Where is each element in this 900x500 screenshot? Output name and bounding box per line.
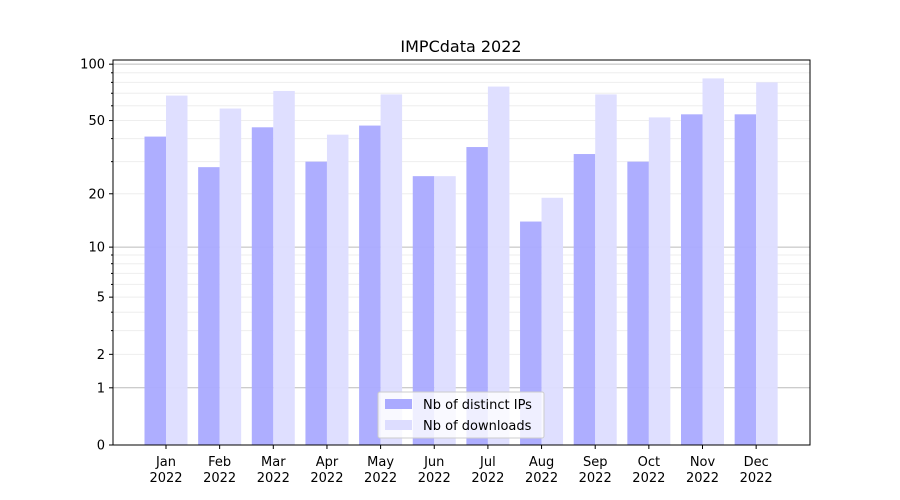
y-tick-label: 20 — [88, 187, 105, 202]
bar-ips — [681, 114, 703, 445]
x-tick-label: Feb 2022 — [203, 455, 236, 486]
x-tick-label: Sep 2022 — [579, 455, 612, 486]
plot-frame — [112, 59, 811, 446]
legend-label-downloads: Nb of downloads — [423, 419, 532, 434]
bar-downloads — [702, 78, 724, 445]
bar-ips — [573, 154, 596, 445]
bar-downloads — [380, 94, 403, 446]
bar-ips — [412, 176, 435, 445]
y-tick-label: 100 — [80, 58, 105, 73]
chart-title: IMPCdata 2022 — [400, 37, 521, 56]
bar-ips — [520, 221, 542, 445]
x-tick-label: Jul 2022 — [471, 455, 504, 486]
bar-downloads — [434, 176, 456, 445]
x-tick-label: Apr 2022 — [310, 455, 343, 486]
bar-downloads — [487, 86, 510, 445]
x-tick-label: Jan 2022 — [149, 455, 182, 486]
x-tick-label: Aug 2022 — [525, 455, 558, 486]
x-tick-label: Jun 2022 — [418, 455, 451, 486]
x-tick-label: Nov 2022 — [686, 455, 719, 486]
bar-downloads — [166, 95, 188, 445]
y-tick-label: 10 — [88, 241, 105, 256]
bar-downloads — [326, 134, 349, 445]
bar-ips — [251, 127, 274, 446]
bar-downloads — [648, 117, 671, 446]
bar-ips — [359, 125, 381, 446]
bar-ips — [305, 161, 327, 445]
bar-ips — [627, 161, 649, 445]
bar-ips — [144, 136, 166, 445]
x-tick-label: Mar 2022 — [257, 455, 290, 486]
legend-swatch-ips — [385, 399, 412, 409]
bar-downloads — [595, 94, 617, 446]
y-tick-label: 1 — [97, 381, 105, 396]
y-tick-label: 2 — [97, 348, 105, 363]
x-tick-label: Oct 2022 — [632, 455, 665, 486]
bar-ips — [466, 147, 488, 445]
legend-swatch-downloads — [385, 420, 412, 430]
bar-downloads — [541, 197, 564, 445]
bar-ips — [198, 167, 220, 445]
x-tick-label: Dec 2022 — [740, 455, 773, 486]
bar-ips — [734, 114, 757, 445]
bar-downloads — [756, 82, 778, 445]
y-tick-label: 0 — [97, 439, 105, 454]
bar-downloads — [273, 90, 295, 445]
bar-downloads — [219, 108, 242, 445]
x-tick-label: May 2022 — [364, 455, 397, 486]
legend: Nb of distinct IPs Nb of downloads — [377, 391, 545, 439]
y-tick-label: 5 — [97, 291, 105, 306]
y-tick-label: 50 — [88, 114, 105, 129]
legend-label-ips: Nb of distinct IPs — [423, 398, 532, 413]
